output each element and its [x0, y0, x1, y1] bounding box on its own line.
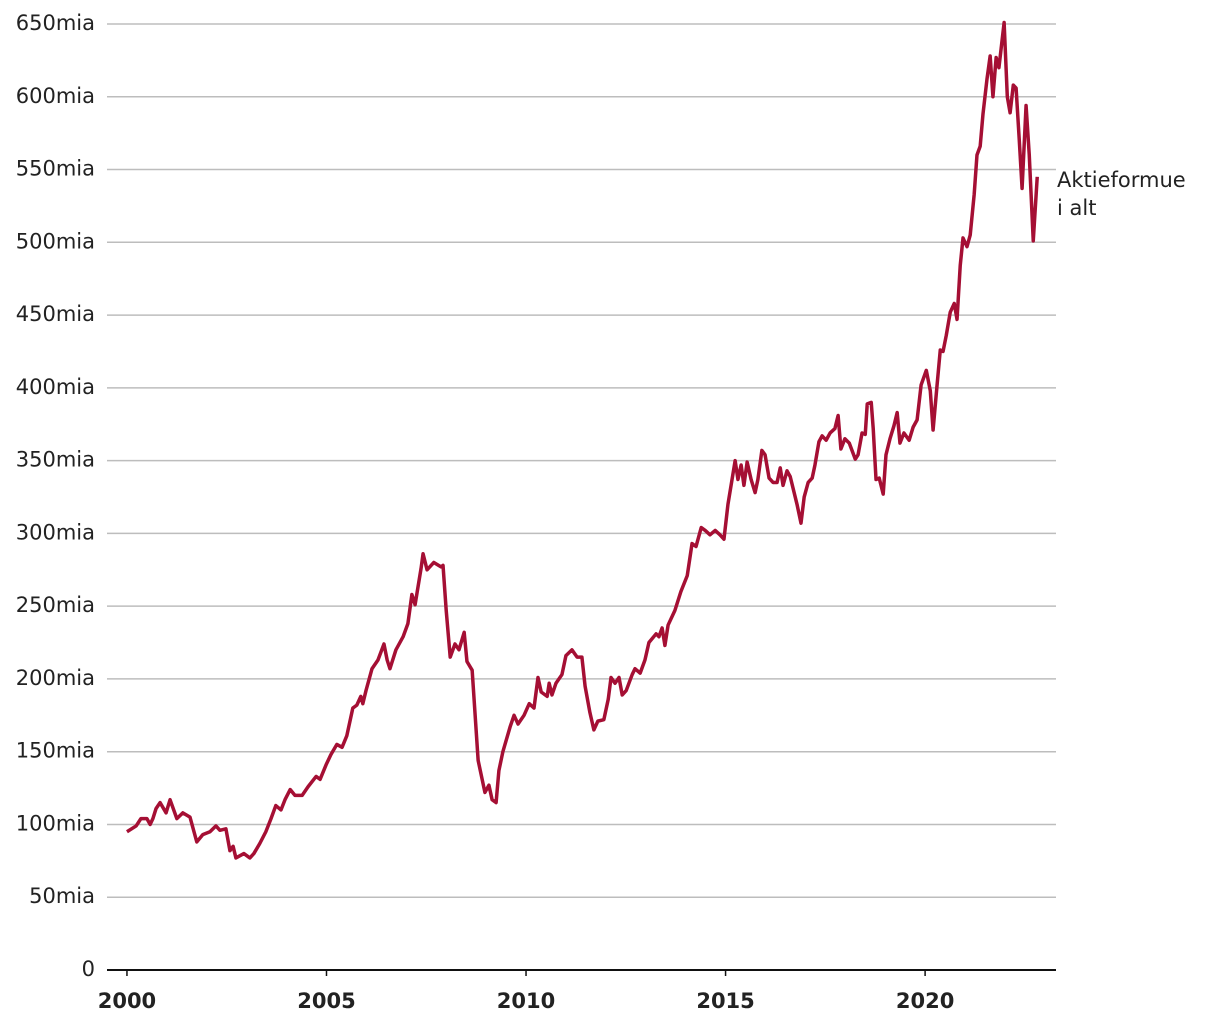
y-tick-label: 250mia	[16, 593, 95, 617]
y-tick-label: 600mia	[16, 84, 95, 108]
x-tick-label: 2010	[497, 989, 555, 1013]
y-tick-label: 300mia	[16, 520, 95, 544]
x-tick-label: 2000	[98, 989, 156, 1013]
y-tick-label: 500mia	[16, 229, 95, 253]
series-label: Aktieformue i alt	[1057, 168, 1186, 220]
y-tick-label: 150mia	[16, 739, 95, 763]
y-tick-label: 400mia	[16, 375, 95, 399]
y-tick-label: 350mia	[16, 448, 95, 472]
y-tick-label: 100mia	[16, 811, 95, 835]
y-tick-label: 550mia	[16, 157, 95, 181]
y-tick-label: 650mia	[16, 11, 95, 35]
y-tick-label: 450mia	[16, 302, 95, 326]
data-line	[126, 20, 1039, 860]
y-tick-label: 0	[82, 957, 95, 981]
x-tick-label: 2005	[297, 989, 355, 1013]
x-tick-label: 2015	[696, 989, 754, 1013]
x-tick-label: 2020	[896, 989, 954, 1013]
y-tick-label: 50mia	[29, 884, 95, 908]
y-tick-label: 200mia	[16, 666, 95, 690]
